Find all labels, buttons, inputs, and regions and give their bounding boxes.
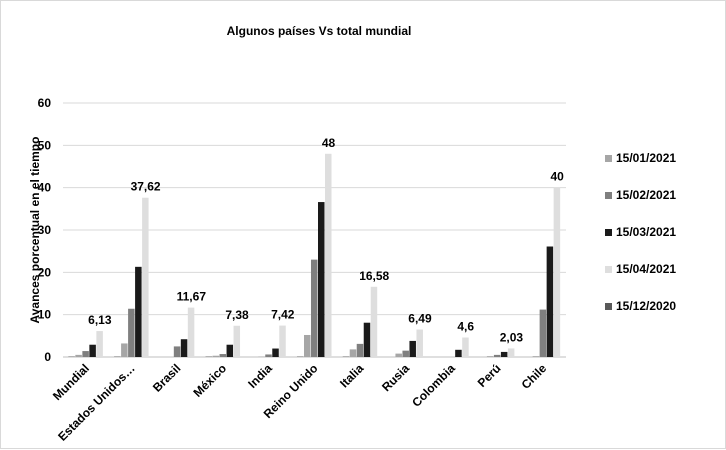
bar (234, 326, 241, 357)
data-label: 6,49 (408, 312, 432, 326)
bar (501, 352, 508, 357)
data-label: 40 (550, 170, 564, 184)
legend-item: 15/02/2021 (605, 188, 676, 204)
data-label: 7,42 (271, 308, 295, 322)
bar (121, 343, 128, 357)
data-label: 7,38 (225, 308, 249, 322)
bar (174, 346, 181, 357)
bar (96, 331, 103, 357)
data-label: 2,03 (500, 330, 524, 344)
x-tick-label: Italia (337, 361, 366, 390)
data-label: 48 (322, 136, 336, 150)
legend-label: 15/03/2021 (616, 225, 676, 239)
legend-swatch (605, 303, 612, 310)
bar (540, 310, 547, 357)
y-tick-label: 0 (44, 350, 51, 364)
x-tick-label: Mundial (50, 361, 92, 403)
bar (364, 323, 371, 357)
legend-label: 15/04/2021 (616, 262, 676, 276)
legend-item: 15/04/2021 (605, 262, 676, 278)
data-label: 16,58 (359, 269, 389, 283)
legend-swatch (605, 155, 612, 162)
bar (402, 351, 409, 357)
x-tick-label: Perú (475, 361, 504, 390)
bar (213, 356, 220, 357)
bar (227, 345, 234, 357)
bar (547, 247, 554, 357)
bar (325, 154, 332, 357)
bar (181, 339, 188, 357)
bar (371, 287, 378, 357)
y-tick-label: 20 (38, 265, 52, 279)
y-tick-label: 30 (38, 223, 52, 237)
bar (455, 350, 462, 357)
bar (128, 309, 135, 357)
legend-swatch (605, 192, 612, 199)
legend-item: 15/01/2021 (605, 151, 676, 167)
x-tick-label: Chile (519, 361, 550, 392)
bar (462, 338, 469, 357)
bar (304, 335, 311, 357)
data-label: 11,67 (177, 290, 207, 304)
y-tick-label: 60 (38, 96, 52, 110)
bar (279, 326, 286, 357)
bar (533, 356, 540, 357)
y-tick-label: 10 (38, 308, 52, 322)
bar (395, 354, 402, 357)
bar (272, 349, 279, 357)
x-tick-label: India (245, 361, 275, 391)
bar (318, 202, 325, 357)
legend-item: 15/03/2021 (605, 225, 676, 241)
bar (75, 355, 82, 357)
x-tick-label: Rusia (379, 361, 412, 394)
x-tick-label: Estados Unidos… (55, 361, 138, 444)
bar (82, 351, 89, 357)
x-tick-label: Brasil (150, 361, 183, 394)
bar (508, 348, 514, 357)
bar (416, 330, 423, 357)
legend-swatch (605, 229, 612, 236)
data-label: 37,62 (131, 180, 161, 194)
bar (350, 349, 357, 357)
data-label: 6,13 (88, 313, 112, 327)
legend-label: 15/12/2020 (616, 299, 676, 313)
bar (142, 198, 149, 357)
legend-swatch (605, 266, 612, 273)
bar (487, 356, 494, 357)
bar (494, 355, 501, 357)
bar (265, 354, 272, 357)
x-tick-label: México (190, 361, 229, 400)
bar (135, 267, 142, 357)
legend-item: 15/12/2020 (605, 299, 676, 315)
y-tick-label: 40 (38, 181, 52, 195)
bar (89, 345, 96, 357)
legend-label: 15/01/2021 (616, 151, 676, 165)
bar (220, 354, 227, 357)
data-label: 4,6 (457, 320, 474, 334)
legend-label: 15/02/2021 (616, 188, 676, 202)
bar (311, 260, 318, 357)
x-tick-label: Colombia (409, 361, 458, 410)
bar (357, 344, 364, 357)
y-tick-label: 50 (38, 138, 52, 152)
bar (188, 308, 195, 357)
bar (409, 341, 416, 357)
bar (554, 188, 561, 357)
